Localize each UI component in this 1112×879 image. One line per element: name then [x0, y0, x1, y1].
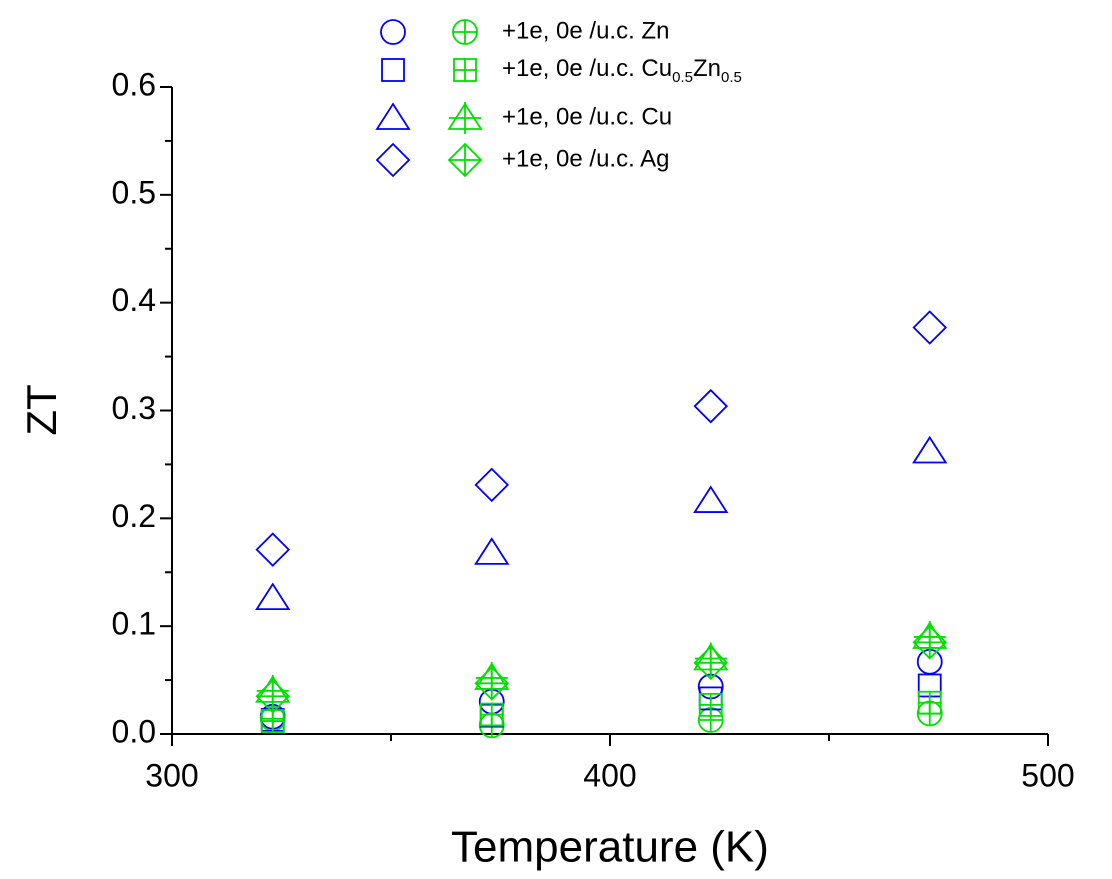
marker	[479, 702, 504, 727]
marker	[912, 435, 948, 464]
marker	[912, 310, 948, 345]
marker	[693, 485, 729, 513]
marker-shape	[474, 537, 510, 565]
legend-label-part: +1e, 0e /u.c. Cu	[502, 55, 672, 82]
marker-shape	[693, 485, 729, 513]
legend-marker	[381, 58, 405, 82]
marker-shape	[912, 310, 948, 345]
legend-marker	[447, 102, 483, 134]
legend-marker	[375, 142, 411, 178]
marker	[255, 678, 291, 714]
y-tick-label: 0.0	[112, 713, 156, 749]
marker-shape	[375, 142, 411, 178]
x-axis-title: Temperature (K)	[451, 823, 769, 872]
marker-shape	[255, 532, 291, 567]
marker	[255, 582, 291, 611]
y-tick-label: 0.5	[112, 174, 156, 210]
marker-shape	[380, 19, 406, 45]
legend-label-part: 0.5	[721, 69, 742, 86]
x-tick-label: 400	[583, 757, 636, 793]
legend-label-part: Zn	[693, 55, 721, 82]
marker	[912, 625, 948, 660]
legend-marker	[453, 58, 477, 82]
y-tick-label: 0.3	[112, 390, 156, 426]
marker	[693, 645, 729, 681]
marker-shape	[912, 435, 948, 464]
marker-shape	[381, 58, 405, 82]
marker-shape	[693, 388, 729, 424]
legend-label: +1e, 0e /u.c. Ag	[502, 145, 669, 172]
marker-shape	[375, 102, 411, 130]
marker	[698, 692, 723, 717]
legend-marker	[447, 142, 483, 178]
legend-marker	[380, 19, 406, 45]
marker	[474, 467, 510, 503]
y-tick-label: 0.2	[112, 498, 156, 534]
marker	[474, 666, 510, 701]
legend-label: +1e, 0e /u.c. Cu	[502, 103, 672, 130]
marker-shape	[474, 467, 510, 503]
legend-marker	[375, 102, 411, 130]
legend-marker	[452, 19, 478, 45]
marker	[917, 690, 942, 715]
marker	[474, 537, 510, 565]
marker	[693, 388, 729, 424]
x-tick-label: 300	[145, 757, 198, 793]
legend-label: +1e, 0e /u.c. Zn	[502, 17, 669, 44]
legend-label-part: 0.5	[672, 69, 693, 86]
legend-label: +1e, 0e /u.c. Cu0.5Zn0.5	[502, 55, 742, 86]
marker	[255, 532, 291, 567]
y-tick-label: 0.1	[112, 606, 156, 642]
marker-shape	[255, 582, 291, 611]
y-tick-label: 0.4	[112, 282, 156, 318]
y-axis-title: ZT	[18, 384, 65, 435]
y-tick-label: 0.6	[112, 66, 156, 102]
x-tick-label: 500	[1021, 757, 1074, 793]
